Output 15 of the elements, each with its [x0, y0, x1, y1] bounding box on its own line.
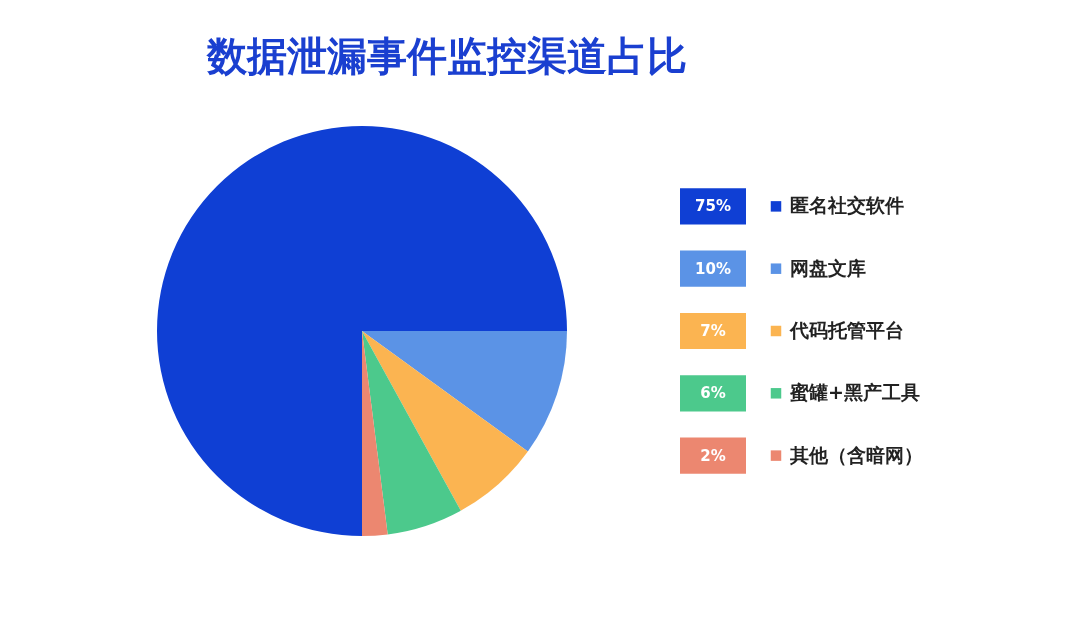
data-label: 2% — [700, 446, 726, 465]
pie-slice — [362, 331, 567, 452]
pie-slice — [362, 331, 528, 511]
pie-slice — [157, 126, 567, 536]
legend-label: 网盘文库 — [790, 256, 866, 279]
legend-label: 匿名社交软件 — [790, 194, 904, 217]
legend-label: 其他（含暗网） — [789, 443, 923, 466]
legend-label: 蜜罐+黑产工具 — [789, 381, 920, 404]
legend-label: 代码托管平台 — [789, 319, 904, 341]
chart-title: 数据泄漏事件监控渠道占比 — [206, 33, 687, 79]
data-label: 7% — [700, 322, 726, 340]
pie-slice — [362, 331, 461, 535]
data-label: 10% — [695, 259, 731, 278]
data-label: 75% — [695, 197, 731, 216]
data-label: 6% — [700, 384, 726, 403]
